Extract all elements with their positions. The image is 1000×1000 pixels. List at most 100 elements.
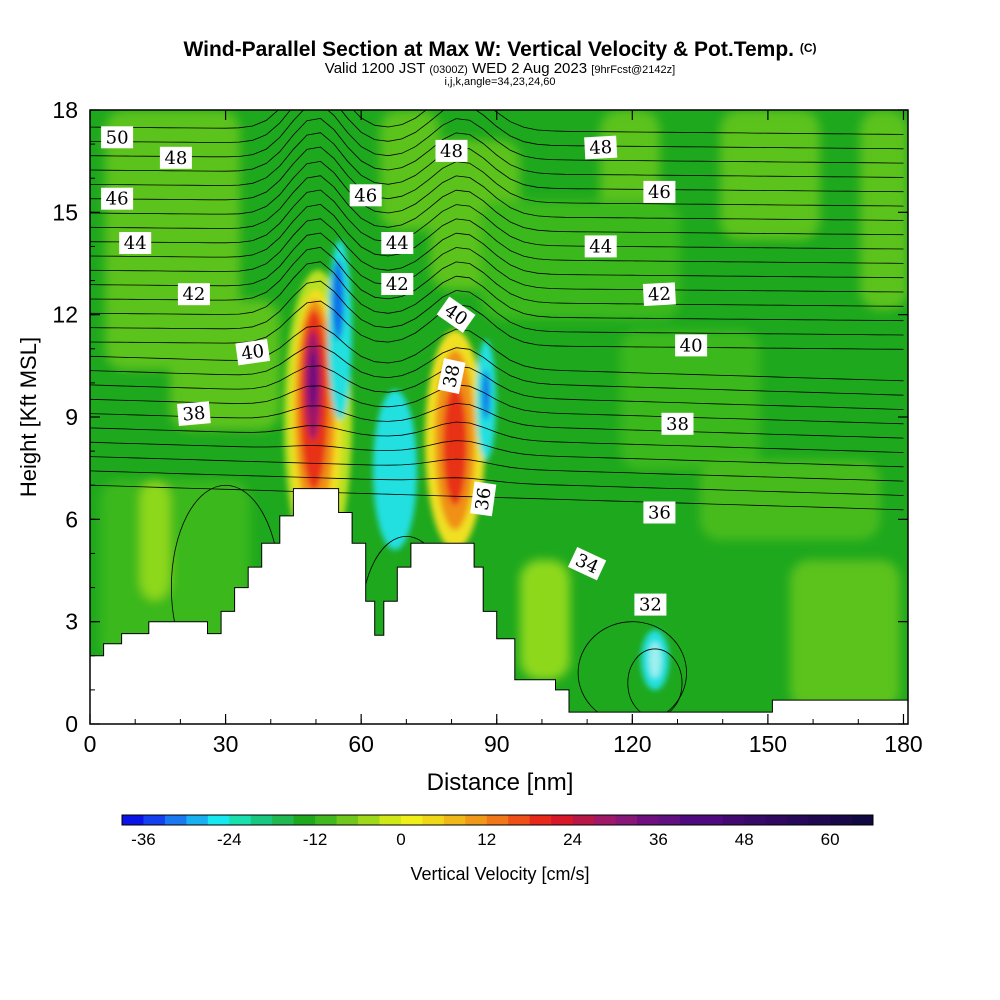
isentrope-line (90, 300, 904, 350)
contour-label-box (642, 282, 676, 307)
x-tick-label: 30 (213, 731, 239, 757)
isentrope-line (90, 421, 904, 453)
contour-label-text: 48 (589, 137, 613, 159)
isentrope-line (90, 261, 904, 322)
x-tick-label: 120 (613, 731, 651, 757)
isentrope-line (90, 470, 904, 496)
contour-label-box (101, 187, 134, 210)
y-axis-label: Height [Kft MSL] (16, 337, 41, 497)
colorbar-frame (121, 814, 874, 826)
contour-label-box (381, 273, 414, 295)
contour-label-text: 40 (240, 341, 266, 365)
valid-date-label: WED 2 Aug 2023 (472, 60, 588, 77)
potential-temperature-contours (90, 110, 904, 724)
contour-label-text: 48 (164, 148, 187, 169)
forecast-label: [9hrFcst@2142z] (591, 64, 676, 76)
colorbar-swatch (422, 815, 445, 825)
isentrope-line (90, 175, 904, 236)
colorbar-swatch (229, 815, 252, 825)
contour-label: 36 (470, 481, 497, 517)
colorbar-label: Vertical Velocity [cm/s] (410, 864, 589, 884)
contour-label: 46 (643, 180, 676, 203)
colorbar-swatch (722, 815, 745, 825)
contour-label-text: 36 (472, 486, 496, 512)
contour-label: 36 (643, 501, 676, 524)
colorbar-tick-label: 12 (477, 830, 496, 849)
colorbar-swatch (615, 815, 638, 825)
colorbar-swatch (508, 815, 531, 825)
contour-label-text: 44 (124, 233, 147, 254)
contour-label-box (643, 180, 676, 203)
contour-label: 44 (119, 232, 152, 254)
y-tick-label: 12 (52, 302, 78, 328)
contour-label-text: 48 (440, 141, 463, 162)
x-axis-label: Distance [nm] (427, 769, 574, 796)
isentrope-line (90, 146, 904, 207)
contour-label-text: 50 (106, 127, 129, 148)
contour-label: 44 (381, 232, 414, 254)
field-band (860, 110, 908, 310)
y-tick-label: 0 (65, 711, 78, 737)
chart-title-text: Wind-Parallel Section at Max W: Vertical… (183, 38, 794, 61)
field-band (170, 300, 280, 430)
field-light-bands (100, 110, 908, 710)
contour-label: 42 (642, 282, 676, 307)
field-band (720, 110, 820, 240)
colorbar-swatch (830, 815, 852, 825)
colorbar-tick-label: 48 (735, 830, 754, 849)
contour-label-text: 46 (106, 189, 129, 210)
colorbar-swatch (207, 815, 230, 825)
colorbar-tick-label: -36 (131, 830, 156, 849)
contour-label-text: 46 (648, 182, 671, 203)
y-tick-label: 6 (65, 506, 78, 532)
chart-grid-info: i,j,k,angle=34,23,24,60 (444, 76, 556, 88)
field-band (520, 560, 570, 680)
chart-valid-time: Valid 1200 JST (0300Z) WED 2 Aug 2023 [9… (0, 60, 1000, 77)
contour-label: 38 (437, 358, 466, 395)
contour-label-box (159, 146, 192, 169)
contour-label-text: 44 (386, 233, 409, 254)
contour-label-text: 38 (666, 414, 689, 435)
colorbar-swatch (658, 815, 681, 825)
colorbar-tick-label: 0 (396, 830, 405, 849)
field-band (140, 480, 170, 600)
contour-label-text: 38 (182, 403, 207, 426)
contour-label-text: 42 (182, 284, 205, 305)
x-tick-label: 0 (84, 731, 97, 757)
contour-label-box (661, 412, 694, 435)
isentrope-line (90, 402, 904, 439)
contour-label-box (177, 283, 210, 306)
contour-label-text: 42 (647, 284, 671, 306)
colorbar-swatch (808, 815, 831, 825)
isentrope-line (90, 232, 904, 293)
field-band (790, 560, 900, 710)
y-tick-label: 15 (52, 199, 78, 225)
colorbar-swatch (122, 815, 144, 825)
field-band (100, 480, 250, 660)
valid-time-label: Valid 1200 JST (324, 60, 426, 77)
contour-label: 44 (584, 235, 617, 258)
contour-label-box (675, 334, 708, 357)
contour-label: 42 (381, 273, 414, 295)
isentrope-line (90, 456, 904, 482)
isentrope-line (90, 345, 904, 396)
colorbar-swatch (293, 815, 316, 825)
isentrope-line (90, 203, 904, 264)
x-tick-label: 180 (884, 731, 922, 757)
colorbar-tick-label: -24 (217, 830, 242, 849)
colorbar-swatch (636, 815, 659, 825)
isentrope-line (90, 117, 904, 178)
contour-label: 40 (235, 339, 271, 366)
contour-label-text: 36 (648, 503, 671, 524)
colorbar-tick-labels: -36 -24 -12 0 12 24 36 48 60 (131, 830, 839, 849)
y-tick-label: 3 (65, 609, 78, 635)
colorbar-swatch (186, 815, 209, 825)
colorbar-swatch (851, 815, 874, 825)
contour-label-box (349, 184, 382, 207)
contour-label-box (119, 232, 152, 254)
contour-label-text: 42 (386, 274, 409, 295)
contour-label-box (584, 135, 618, 160)
